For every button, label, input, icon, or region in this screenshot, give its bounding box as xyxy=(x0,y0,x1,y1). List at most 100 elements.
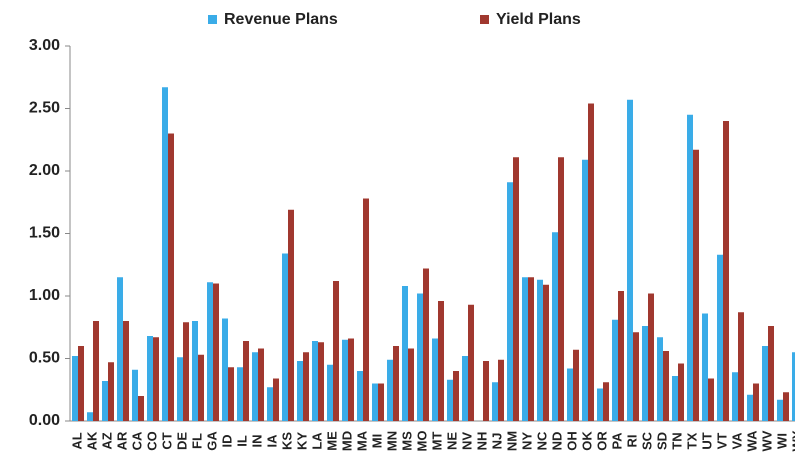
x-tick-label: OH xyxy=(564,431,579,451)
bar xyxy=(723,121,729,421)
x-tick-label: AZ xyxy=(99,432,114,449)
x-tick-label: NM xyxy=(504,431,519,451)
bar xyxy=(258,348,264,421)
bar xyxy=(72,356,78,421)
bar xyxy=(672,376,678,421)
bar xyxy=(423,268,429,421)
x-tick-label: NJ xyxy=(489,433,504,450)
bar xyxy=(303,352,309,421)
x-tick-label: CO xyxy=(144,431,159,451)
x-tick-label: ID xyxy=(219,435,234,448)
x-tick-label: OR xyxy=(594,431,609,451)
bar xyxy=(627,99,633,421)
bar xyxy=(243,341,249,421)
bar xyxy=(327,364,333,421)
x-tick-label: VT xyxy=(714,433,729,450)
bar xyxy=(618,291,624,421)
bar xyxy=(633,332,639,421)
bar xyxy=(783,392,789,421)
bar xyxy=(363,198,369,421)
x-tick-label: FL xyxy=(189,433,204,449)
x-tick-label: WV xyxy=(759,430,774,451)
bar xyxy=(177,357,183,421)
bar xyxy=(702,313,708,421)
legend-swatch xyxy=(208,15,217,24)
bar xyxy=(552,232,558,421)
x-tick-label: TN xyxy=(669,432,684,449)
bar xyxy=(753,383,759,421)
bar xyxy=(768,326,774,421)
bar xyxy=(222,318,228,421)
bar xyxy=(168,133,174,421)
y-tick-label: 2.00 xyxy=(29,162,60,179)
bar xyxy=(333,281,339,421)
bar xyxy=(108,362,114,421)
x-tick-label: AR xyxy=(114,431,129,450)
x-tick-label: NH xyxy=(474,432,489,451)
bar xyxy=(603,382,609,421)
bar xyxy=(117,277,123,421)
bar xyxy=(792,352,795,421)
bar xyxy=(228,367,234,421)
bar xyxy=(567,368,573,421)
bar xyxy=(132,369,138,421)
x-tick-label: NY xyxy=(519,432,534,450)
y-tick-label: 2.50 xyxy=(29,100,60,117)
bar xyxy=(543,284,549,421)
bar xyxy=(162,87,168,421)
bar xyxy=(657,337,663,421)
bar xyxy=(183,322,189,421)
x-tick-label: GA xyxy=(204,431,219,451)
bar xyxy=(453,371,459,421)
x-tick-label: KS xyxy=(279,432,294,450)
x-tick-label: ND xyxy=(549,432,564,451)
bar xyxy=(318,342,324,421)
x-tick-label: MN xyxy=(384,431,399,451)
bar xyxy=(78,346,84,421)
bar xyxy=(492,382,498,421)
bar xyxy=(123,321,129,421)
bar xyxy=(513,157,519,421)
bar xyxy=(378,383,384,421)
legend-label: Revenue Plans xyxy=(224,11,338,28)
bar xyxy=(153,337,159,421)
x-tick-label: NC xyxy=(534,431,549,450)
bar xyxy=(693,149,699,421)
x-tick-label: LA xyxy=(309,432,324,450)
x-tick-label: CT xyxy=(159,432,174,449)
bar xyxy=(573,349,579,421)
x-tick-label: WY xyxy=(789,430,795,451)
bar xyxy=(678,363,684,421)
bar xyxy=(387,359,393,421)
bar xyxy=(642,326,648,421)
x-tick-label: MO xyxy=(414,431,429,452)
x-tick-label: ME xyxy=(324,431,339,451)
x-tick-label: MD xyxy=(339,431,354,451)
bar xyxy=(213,283,219,421)
bar xyxy=(537,279,543,421)
x-tick-label: TX xyxy=(684,432,699,449)
x-tick-label: VA xyxy=(729,432,744,450)
bar xyxy=(147,336,153,421)
y-tick-label: 3.00 xyxy=(29,37,60,54)
x-tick-label: CA xyxy=(129,431,144,450)
bar xyxy=(342,339,348,421)
legend-label: Yield Plans xyxy=(496,11,581,28)
x-tick-label: MS xyxy=(399,431,414,451)
bar xyxy=(402,286,408,421)
bar xyxy=(267,387,273,421)
x-tick-label: KY xyxy=(294,432,309,450)
bar xyxy=(312,341,318,421)
bar xyxy=(192,321,198,421)
bar xyxy=(447,379,453,421)
x-tick-label: MT xyxy=(429,432,444,451)
y-tick-label: 1.00 xyxy=(29,287,60,304)
y-tick-label: 0.50 xyxy=(29,350,60,367)
bar xyxy=(417,293,423,421)
bar xyxy=(648,293,654,421)
bar xyxy=(687,114,693,421)
bar xyxy=(717,254,723,421)
x-tick-label: SD xyxy=(654,432,669,450)
bar xyxy=(522,277,528,421)
